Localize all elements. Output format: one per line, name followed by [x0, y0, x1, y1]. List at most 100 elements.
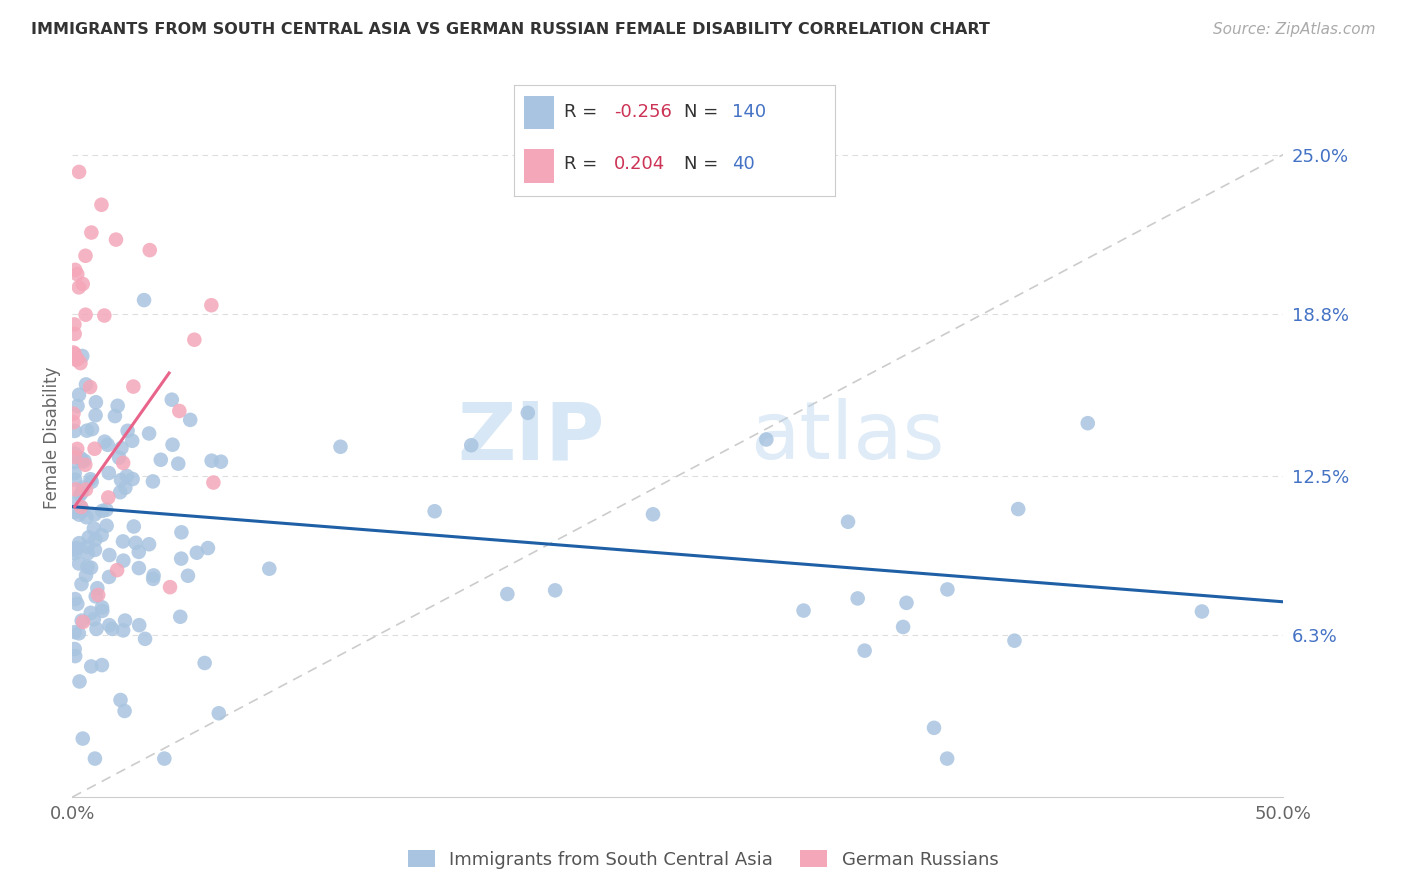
- Point: [111, 534, 134, 549]
- Point: [104, 409, 127, 423]
- Point: [63, 326, 86, 341]
- Point: [72, 615, 94, 629]
- Point: [69, 451, 91, 466]
- Point: [84, 395, 107, 409]
- Text: Source: ZipAtlas.com: Source: ZipAtlas.com: [1212, 22, 1375, 37]
- Point: [62, 345, 84, 359]
- Point: [329, 440, 352, 454]
- Point: [75, 377, 97, 392]
- Point: [179, 413, 201, 427]
- Point: [169, 404, 191, 418]
- Point: [112, 456, 135, 470]
- Point: [170, 525, 193, 540]
- Point: [891, 620, 914, 634]
- Point: [110, 441, 132, 455]
- Point: [936, 751, 959, 765]
- Point: [96, 502, 118, 516]
- Point: [167, 457, 190, 471]
- Point: [108, 485, 131, 500]
- Point: [896, 596, 918, 610]
- Point: [105, 563, 128, 577]
- Point: [153, 751, 176, 765]
- Text: ZIP: ZIP: [458, 399, 605, 476]
- Point: [846, 591, 869, 606]
- Point: [67, 165, 90, 179]
- Point: [86, 581, 108, 595]
- Point: [63, 447, 86, 461]
- Point: [922, 721, 945, 735]
- Point: [63, 649, 86, 664]
- Point: [104, 233, 127, 247]
- Point: [121, 472, 143, 486]
- Point: [98, 548, 121, 562]
- Point: [84, 751, 107, 765]
- Point: [72, 731, 94, 746]
- Point: [63, 625, 86, 640]
- Point: [63, 546, 86, 560]
- Point: [1191, 605, 1213, 619]
- Point: [63, 424, 86, 438]
- Point: [544, 583, 567, 598]
- Point: [63, 473, 86, 487]
- Point: [202, 475, 225, 490]
- Point: [83, 508, 105, 522]
- Point: [80, 422, 103, 436]
- Point: [75, 483, 97, 497]
- Point: [142, 568, 165, 582]
- Legend: Immigrants from South Central Asia, German Russians: Immigrants from South Central Asia, Germ…: [401, 843, 1005, 876]
- Point: [117, 424, 139, 438]
- Point: [79, 472, 101, 486]
- Point: [149, 452, 172, 467]
- Point: [128, 545, 150, 559]
- Point: [755, 433, 778, 447]
- Point: [91, 504, 114, 518]
- Point: [70, 577, 93, 591]
- Point: [75, 308, 97, 322]
- Point: [124, 536, 146, 550]
- Point: [79, 606, 101, 620]
- Point: [87, 588, 110, 602]
- Point: [63, 450, 86, 464]
- Point: [169, 609, 191, 624]
- Point: [160, 392, 183, 407]
- Point: [76, 540, 98, 554]
- Point: [66, 541, 89, 555]
- Point: [70, 500, 93, 515]
- Point: [793, 603, 815, 617]
- Point: [75, 458, 97, 472]
- Point: [128, 561, 150, 575]
- Point: [67, 508, 90, 522]
- Point: [63, 592, 86, 607]
- Point: [63, 505, 86, 519]
- Point: [121, 434, 143, 448]
- Point: [97, 491, 120, 505]
- Point: [114, 481, 136, 495]
- Point: [853, 643, 876, 657]
- Point: [122, 519, 145, 533]
- Point: [63, 466, 86, 480]
- Point: [115, 469, 138, 483]
- Point: [63, 455, 86, 469]
- Y-axis label: Female Disability: Female Disability: [44, 366, 60, 508]
- Point: [142, 572, 165, 586]
- Point: [122, 379, 145, 393]
- Point: [66, 597, 89, 611]
- Point: [66, 399, 89, 413]
- Point: [98, 570, 121, 584]
- Point: [460, 438, 482, 452]
- Text: IMMIGRANTS FROM SOUTH CENTRAL ASIA VS GERMAN RUSSIAN FEMALE DISABILITY CORRELATI: IMMIGRANTS FROM SOUTH CENTRAL ASIA VS GE…: [31, 22, 990, 37]
- Point: [80, 475, 103, 489]
- Point: [83, 521, 105, 535]
- Point: [79, 380, 101, 394]
- Point: [98, 618, 121, 632]
- Point: [63, 318, 86, 332]
- Point: [75, 568, 97, 582]
- Point: [142, 475, 165, 489]
- Point: [72, 349, 94, 363]
- Point: [91, 600, 114, 615]
- Point: [259, 562, 281, 576]
- Point: [209, 455, 232, 469]
- Point: [72, 481, 94, 495]
- Point: [114, 614, 136, 628]
- Point: [69, 356, 91, 370]
